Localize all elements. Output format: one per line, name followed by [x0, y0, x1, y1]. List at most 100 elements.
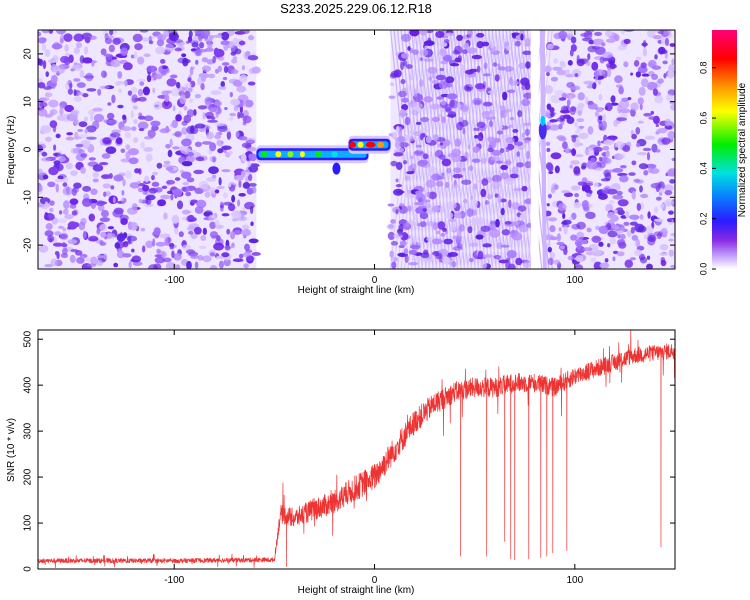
heatmap-cell [463, 42, 470, 50]
heatmap-cell [122, 178, 126, 187]
heatmap-cell [197, 105, 208, 110]
heatmap-cell [464, 151, 469, 159]
heatmap-cell [591, 235, 602, 243]
heatmap-cell [238, 179, 242, 188]
heatmap-cell [556, 233, 561, 242]
heatmap-x-ticks: -100 0 100 [164, 30, 584, 286]
heatmap-cell [565, 69, 571, 74]
heatmap-cell [484, 200, 490, 205]
heatmap-cell [574, 130, 580, 134]
heatmap-cell [194, 49, 202, 57]
heatmap-cell [194, 141, 202, 148]
heatmap-cell [400, 61, 405, 70]
chart-title: S233.2025.229.06.12.R18 [280, 1, 432, 16]
heatmap-cell [131, 248, 135, 253]
heatmap-cell [556, 69, 567, 76]
heatmap-cell [662, 60, 668, 65]
heatmap-cell [437, 221, 446, 230]
heatmap-cell [107, 226, 114, 230]
heatmap-cell [505, 180, 514, 186]
heatmap-cell [500, 207, 505, 216]
heatmap-cell [75, 42, 83, 48]
heatmap-cell [63, 176, 69, 184]
heatmap-cell [547, 217, 558, 222]
heatmap-cell [481, 110, 492, 119]
heatmap-cell [140, 227, 146, 232]
heatmap-cell [186, 109, 195, 118]
heatmap-cell [436, 175, 445, 180]
heatmap-cell [218, 86, 227, 91]
heatmap-cell [60, 105, 64, 109]
heatmap-cell [166, 78, 177, 87]
heatmap-cell [38, 58, 42, 66]
heatmap-cell [109, 30, 114, 36]
heatmap-cell [142, 86, 151, 96]
heatmap-cell [635, 71, 642, 78]
heatmap-cell [64, 214, 74, 220]
heatmap-cell [495, 43, 504, 52]
heatmap-cell [514, 123, 523, 129]
heatmap-cell [99, 224, 108, 232]
heatmap-cell [497, 195, 502, 204]
heatmap-cell [168, 242, 175, 248]
heatmap-cell [614, 75, 623, 84]
heatmap-cell [248, 182, 257, 187]
heatmap-cell [524, 161, 533, 169]
heatmap-cell [508, 80, 519, 86]
heatmap-cell [500, 164, 509, 170]
heatmap-cell [152, 87, 156, 94]
heatmap-cell [595, 167, 603, 172]
heatmap-cell [99, 162, 109, 166]
heatmap-cell [517, 205, 527, 212]
heatmap-cell [497, 63, 501, 68]
heatmap-cell [629, 257, 637, 261]
heatmap-cell [163, 160, 171, 165]
heatmap-cell [221, 213, 230, 217]
heatmap-cell [602, 145, 610, 151]
heatmap-cell [187, 151, 194, 157]
heatmap-cell [428, 191, 437, 200]
heatmap-cell [423, 58, 434, 62]
heatmap-cell [413, 131, 423, 137]
heatmap-cell [547, 193, 552, 199]
heatmap-band-hotspot [357, 141, 364, 148]
heatmap-cell [415, 190, 423, 195]
heatmap-cell [126, 207, 138, 215]
heatmap-cell [571, 212, 577, 220]
heatmap-cell [390, 219, 396, 224]
heatmap-cell [472, 146, 480, 154]
heatmap-cell [245, 175, 249, 184]
heatmap-cell [102, 183, 111, 189]
heatmap-band-hotspot [315, 151, 322, 158]
heatmap-cell [420, 252, 430, 259]
heatmap-cell [245, 146, 257, 152]
heatmap-cell [251, 252, 261, 256]
heatmap-cell [245, 137, 256, 144]
heatmap-cell [653, 218, 664, 222]
heatmap-cell [487, 147, 494, 153]
heatmap-cell [202, 227, 207, 236]
heatmap-cell [136, 180, 142, 185]
heatmap-cell [447, 111, 457, 118]
heatmap-cell [419, 133, 424, 141]
heatmap-cell [141, 245, 146, 253]
heatmap-cell [230, 69, 239, 75]
heatmap-cell [655, 185, 660, 193]
heatmap-cell [468, 83, 473, 88]
heatmap-cell [413, 236, 417, 245]
snr-x-label: Height of straight line (km) [298, 585, 415, 596]
heatmap-cell [188, 98, 193, 104]
heatmap-cell [112, 196, 116, 204]
heatmap-cell [110, 59, 121, 68]
heatmap-cell [233, 175, 244, 181]
heatmap-cell [439, 205, 445, 214]
heatmap-cell [169, 74, 178, 79]
heatmap-cell [435, 180, 444, 187]
heatmap-cell [62, 208, 69, 215]
heatmap-cell [502, 91, 508, 101]
heatmap-cell [496, 242, 504, 249]
heatmap-cell [446, 93, 458, 100]
heatmap-cell [387, 231, 395, 241]
heatmap-cell [47, 181, 56, 188]
heatmap-cell [603, 139, 615, 146]
